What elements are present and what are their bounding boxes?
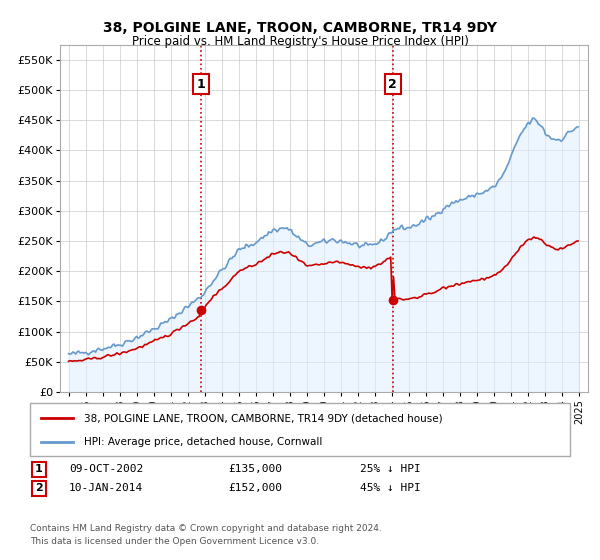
Text: 2: 2 <box>35 483 43 493</box>
Text: 1: 1 <box>35 464 43 474</box>
Text: 25% ↓ HPI: 25% ↓ HPI <box>360 464 421 474</box>
Text: 2: 2 <box>388 77 397 91</box>
Text: £135,000: £135,000 <box>228 464 282 474</box>
Text: 09-OCT-2002: 09-OCT-2002 <box>69 464 143 474</box>
Text: 10-JAN-2014: 10-JAN-2014 <box>69 483 143 493</box>
FancyBboxPatch shape <box>30 403 570 456</box>
Text: £152,000: £152,000 <box>228 483 282 493</box>
Text: 1: 1 <box>197 77 205 91</box>
Text: 38, POLGINE LANE, TROON, CAMBORNE, TR14 9DY (detached house): 38, POLGINE LANE, TROON, CAMBORNE, TR14 … <box>84 413 443 423</box>
Text: 45% ↓ HPI: 45% ↓ HPI <box>360 483 421 493</box>
Text: Price paid vs. HM Land Registry's House Price Index (HPI): Price paid vs. HM Land Registry's House … <box>131 35 469 48</box>
Text: 38, POLGINE LANE, TROON, CAMBORNE, TR14 9DY: 38, POLGINE LANE, TROON, CAMBORNE, TR14 … <box>103 21 497 35</box>
Text: HPI: Average price, detached house, Cornwall: HPI: Average price, detached house, Corn… <box>84 436 322 446</box>
Text: Contains HM Land Registry data © Crown copyright and database right 2024.
This d: Contains HM Land Registry data © Crown c… <box>30 524 382 545</box>
